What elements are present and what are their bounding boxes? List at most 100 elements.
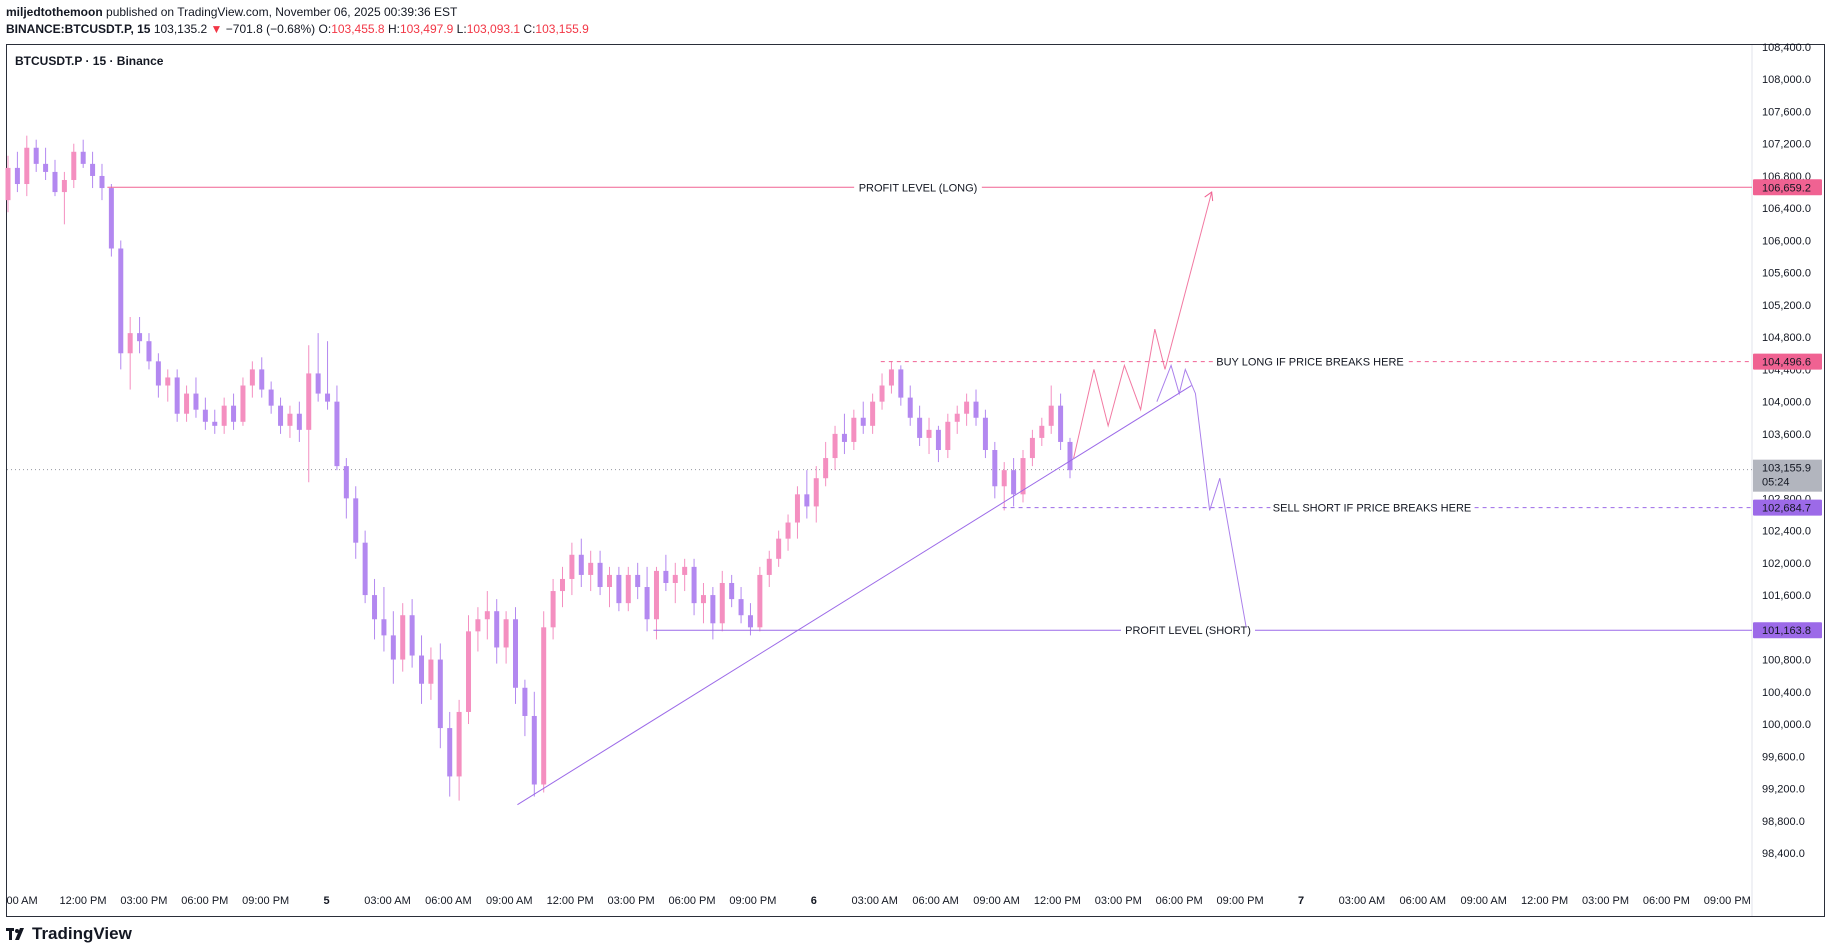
x-tick-label: 09:00 AM — [486, 895, 532, 907]
candle — [137, 317, 143, 354]
candle-body — [503, 619, 509, 648]
sell-short-price-tag — [1753, 499, 1822, 516]
brand-name: TradingView — [32, 924, 132, 943]
candle-body — [155, 361, 161, 386]
down-arrow-icon: ▼ — [210, 22, 223, 36]
y-tick-label: 108,000.0 — [1762, 74, 1811, 86]
y-tick-label: 100,800.0 — [1762, 655, 1811, 667]
candle-body — [494, 611, 500, 648]
candle-body — [193, 393, 199, 410]
candle — [71, 143, 77, 189]
candle-body — [419, 655, 425, 684]
candle-body — [917, 417, 923, 438]
candle — [926, 417, 932, 455]
candle — [306, 345, 312, 483]
candle — [879, 373, 885, 410]
candle — [456, 699, 462, 801]
candle — [644, 566, 650, 632]
candle-body — [578, 554, 584, 575]
candle-body — [738, 599, 744, 616]
candle — [625, 566, 631, 612]
candle — [1039, 417, 1045, 446]
candle-body — [137, 333, 143, 342]
candle — [155, 353, 161, 398]
sell-short-label-bg — [1270, 500, 1474, 515]
bar-countdown: 05:24 — [1762, 477, 1790, 489]
candle-body — [231, 405, 237, 422]
candle — [99, 163, 105, 201]
candle-body — [813, 478, 819, 507]
candle-body — [1020, 458, 1026, 495]
candle — [202, 397, 208, 430]
high-label: H: — [387, 22, 400, 36]
candle-body — [616, 574, 622, 604]
candle-body — [1067, 441, 1073, 471]
sell-short-price-tag-text: 102,684.7 — [1762, 503, 1811, 515]
x-tick-label: 06:00 AM — [912, 895, 958, 907]
candle-body — [296, 413, 302, 430]
candle-body — [325, 393, 331, 402]
candle — [776, 530, 782, 567]
y-tick-label: 105,200.0 — [1762, 300, 1811, 312]
x-tick-label: 12:00 PM — [1521, 895, 1568, 907]
candle-body — [851, 417, 857, 442]
candle — [616, 566, 622, 612]
x-tick-label: 03:00 PM — [1582, 895, 1629, 907]
candle-body — [390, 635, 396, 660]
author-name[interactable]: miljedtothemoon — [6, 5, 103, 19]
x-tick-label: 09:00 PM — [1217, 895, 1264, 907]
candle — [982, 409, 988, 459]
candle — [710, 587, 716, 640]
candle — [935, 425, 941, 463]
profit-short-price-tag — [1753, 622, 1822, 639]
candle — [597, 550, 603, 596]
x-tick-label: 06:00 AM — [425, 895, 471, 907]
candle-body — [33, 147, 39, 164]
candle-body — [259, 369, 265, 390]
projection-long-path — [1073, 191, 1213, 459]
x-tick-label: 09:00 AM — [1460, 895, 1506, 907]
candle — [522, 679, 528, 737]
candle — [428, 647, 434, 700]
candle — [184, 385, 190, 422]
candle — [249, 361, 255, 398]
candle-body — [52, 171, 58, 193]
candle-body — [935, 429, 941, 450]
candle-body — [559, 578, 565, 592]
price-change: −701.8 (−0.68%) — [225, 22, 316, 36]
y-tick-label: 102,000.0 — [1762, 558, 1811, 570]
candle-body — [343, 466, 349, 499]
buy-long-label-bg — [1214, 354, 1406, 369]
candle — [513, 607, 519, 704]
y-tick-label: 106,400.0 — [1762, 203, 1811, 215]
candle-body — [381, 619, 387, 636]
x-tick-label: 00 AM — [7, 895, 38, 907]
candle-body — [184, 393, 190, 414]
candle — [174, 369, 180, 422]
candle-body — [691, 566, 697, 604]
open-label: O: — [318, 22, 332, 36]
y-tick-label: 108,400.0 — [1762, 42, 1811, 54]
buy-long-price-tag-text: 104,496.6 — [1762, 357, 1811, 369]
x-tick-label: 03:00 AM — [1339, 895, 1385, 907]
candle-body — [644, 587, 650, 620]
candle — [437, 643, 443, 749]
y-tick-label: 100,400.0 — [1762, 687, 1811, 699]
profit-short-price-tag-text: 101,163.8 — [1762, 625, 1811, 637]
candle — [1067, 437, 1073, 479]
candle — [447, 711, 453, 797]
candle — [794, 486, 800, 539]
candle-body — [785, 522, 791, 539]
candle — [14, 151, 20, 193]
sell-short-label: SELL SHORT IF PRICE BREAKS HERE — [1273, 503, 1471, 515]
x-tick-label: 12:00 PM — [1034, 895, 1081, 907]
candle-body — [550, 591, 556, 628]
y-tick-label: 105,600.0 — [1762, 268, 1811, 280]
y-tick-label: 99,600.0 — [1762, 751, 1805, 763]
candle-body — [287, 413, 293, 426]
candle — [362, 530, 368, 604]
candle — [578, 538, 584, 588]
candle-body — [823, 458, 829, 479]
candle-body — [174, 377, 180, 414]
